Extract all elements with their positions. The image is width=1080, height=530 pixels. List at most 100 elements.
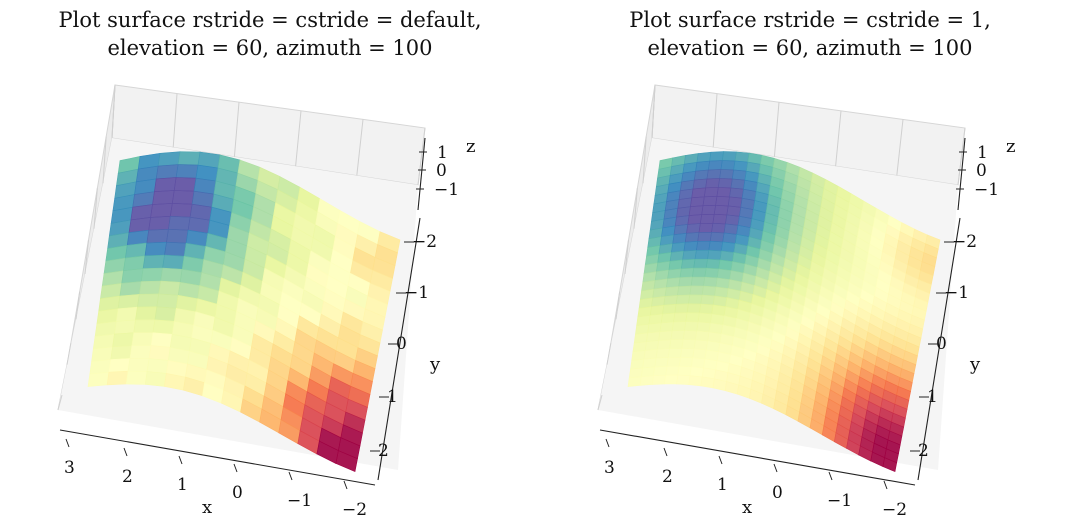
gridline (57, 394, 63, 411)
surface-patch (687, 214, 703, 225)
surface-patch (646, 331, 661, 343)
surface-patch (697, 231, 712, 242)
surface-patch (731, 169, 747, 181)
surface-patch (684, 321, 699, 332)
surface-patch (669, 250, 685, 262)
surface-patch (720, 241, 736, 253)
surface-patch (154, 306, 177, 322)
z-axis-label: z (1006, 136, 1015, 157)
surface-patch (682, 249, 697, 261)
y-tick-label: 1 (387, 387, 398, 407)
surface-patch (157, 151, 181, 167)
surface-patch (678, 276, 693, 287)
surface-patch (699, 213, 715, 224)
x-tick (663, 447, 668, 457)
x-tick (773, 463, 778, 473)
surface-patch (667, 348, 683, 358)
surface-patch (175, 164, 199, 179)
surface-patch (664, 286, 680, 297)
x-tick (343, 480, 348, 490)
surface-patch (644, 340, 660, 351)
surface-patch (691, 187, 706, 199)
gridline (172, 93, 178, 148)
chart-panel-left: Plot surface rstride = cstride = default… (0, 6, 540, 520)
surface-patch (160, 267, 183, 283)
x-axis-label: x (202, 497, 212, 518)
x-tick (65, 438, 70, 448)
x-tick (123, 447, 128, 457)
surface-patch (699, 303, 714, 315)
surface-patch (670, 330, 685, 341)
surface-patch (665, 365, 680, 376)
surface-patch (701, 285, 717, 297)
y-tick-label: −2 (952, 232, 977, 252)
surface-patch (177, 151, 201, 166)
surface-patch (733, 160, 749, 172)
x-tick-label: 1 (717, 475, 728, 495)
surface-patch (717, 178, 733, 189)
surface-patch (684, 232, 700, 243)
z-tick-label: 0 (436, 161, 447, 181)
surface-patch (659, 321, 674, 333)
gridline (102, 136, 107, 184)
surface-patch (698, 222, 714, 233)
surface-patch (148, 345, 171, 361)
chart-title-line2: elevation = 60, azimuth = 100 (107, 36, 433, 60)
surface-patch (642, 357, 657, 369)
x-axis: 3 2 1 0 −1 −2 x (599, 429, 916, 520)
surface-patch (117, 293, 140, 310)
y-tick-label: 0 (936, 334, 947, 354)
z-tick-label: 1 (437, 143, 448, 163)
chart-panel-right: Plot surface rstride = cstride = 1, elev… (540, 0, 1080, 530)
y-axis-label: y (969, 354, 981, 375)
gridline (642, 136, 647, 184)
surface-patch (173, 177, 197, 192)
gridline (835, 110, 842, 167)
surface-patch (730, 178, 746, 190)
surface-patch (727, 196, 743, 208)
surface-patch (696, 321, 711, 333)
gridline (597, 394, 603, 411)
x-tick (605, 438, 610, 448)
surface-patch (121, 268, 144, 284)
surface-patch (140, 267, 163, 282)
y-tick-label: −2 (412, 232, 437, 252)
y-tick-label: 1 (927, 387, 938, 407)
x-tick-label: 2 (662, 467, 673, 487)
surface-patch (676, 374, 691, 385)
surface-patch (709, 231, 725, 243)
z-axis: 10−1 z (956, 136, 1015, 211)
surface-patch (722, 232, 737, 244)
surface-patch (675, 294, 691, 305)
y-axis-line (917, 217, 961, 481)
y-axis: −2 −1 0 1 2 y (370, 217, 441, 481)
surface-patch (152, 190, 175, 205)
surface-patch (150, 203, 173, 218)
surface-patch (148, 215, 171, 231)
surface-patch (683, 240, 699, 252)
chart-title: Plot surface rstride = cstride = default… (0, 6, 540, 62)
surface-patch (658, 330, 673, 341)
surface-patch (133, 319, 156, 334)
gridline (295, 110, 302, 167)
surface-patch (694, 249, 710, 260)
surface-patch (168, 215, 191, 231)
surface-patch (628, 367, 643, 379)
surface-patch (154, 177, 177, 193)
y-axis-line (377, 217, 421, 481)
surface-patch (695, 330, 710, 342)
surface-patch (673, 312, 688, 323)
surface-patch (700, 294, 715, 306)
gridline (417, 127, 426, 186)
gridline (233, 102, 240, 157)
surface-patch (146, 358, 169, 374)
z-tick-label: −1 (974, 180, 999, 200)
surface-patch (155, 164, 179, 180)
surface-patch (647, 322, 662, 334)
surface-patch (89, 359, 112, 375)
surface-patch (723, 223, 739, 235)
surface-patch (138, 280, 162, 295)
surface-patch (712, 213, 728, 225)
surface-patch (137, 293, 160, 308)
gridline (615, 291, 621, 320)
